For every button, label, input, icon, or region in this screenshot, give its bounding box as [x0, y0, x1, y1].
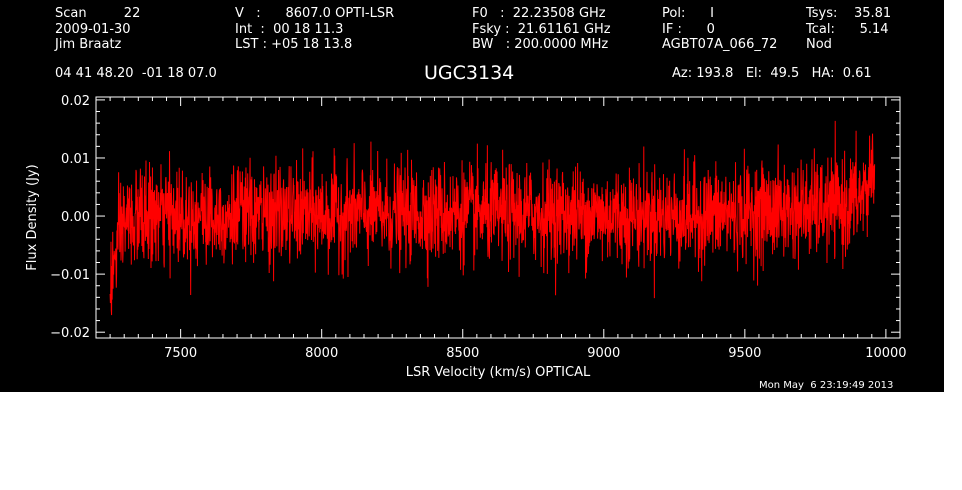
spectrum-chart: 7500 8000 8500 9000 9500 10000 −0.02 −0.01 0.00 0…: [25, 94, 907, 380]
header-rest-freq: F0 : 22.23508 GHz: [472, 6, 606, 21]
header-switching: Nod: [806, 37, 832, 52]
x-tick-label: 9000: [587, 346, 620, 361]
x-tick-label: 8000: [305, 346, 338, 361]
header-tsys: Tsys: 35.81: [806, 6, 892, 21]
plot-panel: Scan 22 2009-01-30 Jim Braatz V : 8607.0…: [0, 0, 944, 392]
header-lst: LST : +05 18 13.8: [235, 37, 353, 52]
header-if: IF : 0: [662, 22, 715, 37]
header-int-time: Int : 00 18 11.3: [235, 22, 344, 37]
header-bandwidth: BW : 200.0000 MHz: [472, 37, 609, 52]
x-tick-label: 8500: [446, 346, 479, 361]
chart-title: UGC3134: [424, 62, 515, 84]
y-tick-label: −0.02: [50, 326, 90, 341]
header-coords: 04 41 48.20 -01 18 07.0: [55, 66, 217, 81]
spectrum-trace-0: [109, 120, 876, 316]
y-axis-label: Flux Density (Jy): [25, 164, 40, 270]
header-velocity: V : 8607.0 OPTI-LSR: [235, 6, 395, 21]
header-project: AGBT07A_066_72: [662, 37, 778, 52]
x-axis-label: LSR Velocity (km/s) OPTICAL: [406, 365, 591, 380]
timestamp: Mon May 6 23:19:49 2013: [759, 380, 894, 391]
label-layer: 7500 8000 8500 9000 9500 10000 −0.02 −0.01 0.00 0…: [25, 94, 907, 380]
header-scan: Scan 22: [55, 6, 141, 21]
x-tick-label: 7500: [164, 346, 197, 361]
header-sky-freq: Fsky : 21.61161 GHz: [472, 22, 611, 37]
x-tick-label: 10000: [865, 346, 906, 361]
y-tick-label: 0.02: [61, 94, 90, 109]
axis-layer: [95, 96, 901, 339]
plot-frame: [95, 96, 901, 339]
y-tick-label: 0.00: [61, 210, 90, 225]
y-tick-label: 0.01: [61, 152, 90, 167]
header-observer: Jim Braatz: [55, 37, 122, 52]
header-date: 2009-01-30: [55, 22, 131, 37]
header-tcal: Tcal: 5.14: [806, 22, 889, 37]
x-tick-label: 9500: [728, 346, 761, 361]
header-pointing: Az: 193.8 El: 49.5 HA: 0.61: [672, 66, 872, 81]
y-tick-label: −0.01: [50, 268, 90, 283]
trace-layer: [109, 120, 876, 316]
header-pol: Pol: I: [662, 6, 714, 21]
